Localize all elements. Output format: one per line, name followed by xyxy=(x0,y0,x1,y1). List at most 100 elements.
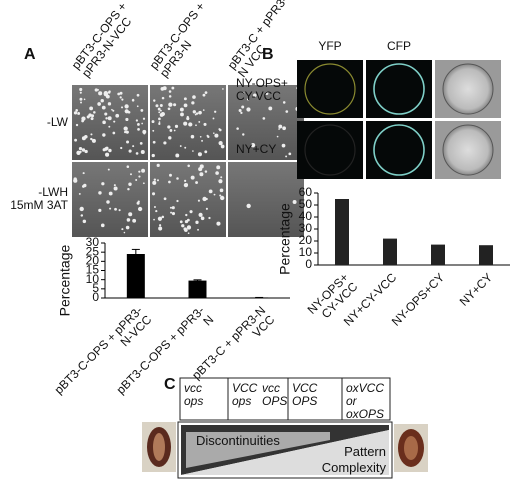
colony xyxy=(81,136,86,141)
colony xyxy=(83,98,86,101)
colony xyxy=(171,206,175,210)
colony xyxy=(192,110,197,114)
diagram-label: Pattern Complexity xyxy=(321,444,386,475)
colony xyxy=(265,91,269,96)
colony xyxy=(176,177,179,180)
colony xyxy=(219,194,222,197)
colony xyxy=(195,220,199,224)
colony xyxy=(278,124,283,129)
colony xyxy=(202,196,207,202)
plate-image xyxy=(72,162,148,237)
colony xyxy=(80,214,84,217)
colony xyxy=(137,123,140,126)
colony xyxy=(142,182,145,185)
colony xyxy=(292,200,297,205)
colony xyxy=(173,103,177,107)
colony xyxy=(139,142,143,145)
colony xyxy=(202,93,206,97)
plate-image xyxy=(150,162,226,237)
colony xyxy=(107,116,112,121)
colony xyxy=(187,232,190,234)
colony xyxy=(120,146,123,150)
colony xyxy=(75,123,79,127)
colony xyxy=(183,103,188,108)
colony xyxy=(153,206,156,209)
colony xyxy=(100,98,104,103)
colony xyxy=(281,143,286,148)
colony xyxy=(159,109,162,112)
colony xyxy=(141,168,146,173)
micrograph xyxy=(366,121,432,179)
cell-outline xyxy=(304,124,356,176)
colony xyxy=(151,153,155,158)
colony xyxy=(175,153,180,158)
colony xyxy=(120,106,124,109)
y-tick-label: 10 xyxy=(86,272,100,286)
cell-outline xyxy=(304,63,356,115)
micrograph xyxy=(297,60,363,118)
row-label: -LW xyxy=(46,115,68,129)
colony xyxy=(285,155,288,158)
colony xyxy=(153,218,155,221)
colony xyxy=(158,226,163,231)
colony xyxy=(89,106,94,111)
colony xyxy=(186,117,190,121)
colony xyxy=(222,88,224,90)
colony xyxy=(213,132,215,134)
colony xyxy=(250,143,256,148)
colony xyxy=(204,170,208,173)
y-tick-label: 5 xyxy=(92,281,99,295)
colony xyxy=(75,109,78,112)
colony xyxy=(137,127,140,131)
colony xyxy=(132,145,135,148)
colony xyxy=(171,86,175,90)
colony xyxy=(108,148,112,153)
colony xyxy=(84,149,88,154)
colony xyxy=(101,105,106,110)
colony xyxy=(179,107,184,112)
colony xyxy=(136,201,140,205)
plate-image xyxy=(72,85,148,160)
colony xyxy=(176,199,179,203)
colony xyxy=(90,133,93,136)
colony xyxy=(285,110,289,113)
bar xyxy=(188,280,207,298)
micrograph xyxy=(366,60,432,118)
colony xyxy=(179,220,183,224)
y-tick-label: 15 xyxy=(86,263,100,277)
colony xyxy=(203,122,207,126)
colony xyxy=(163,141,167,145)
colony xyxy=(108,191,113,196)
y-tick-label: 10 xyxy=(299,245,313,259)
colony xyxy=(268,106,273,111)
y-tick-label: 50 xyxy=(299,197,313,211)
colony xyxy=(214,110,217,113)
colony xyxy=(282,101,286,104)
colony xyxy=(195,181,198,184)
colony xyxy=(192,150,194,152)
pollen-image xyxy=(394,424,428,472)
colony xyxy=(106,200,110,204)
colony xyxy=(204,91,208,94)
colony xyxy=(102,148,106,152)
colony xyxy=(93,111,96,114)
colony xyxy=(199,172,204,177)
colony xyxy=(186,183,189,186)
colony xyxy=(79,91,82,94)
colony xyxy=(160,87,165,91)
colony xyxy=(169,173,172,177)
y-tick-label: 25 xyxy=(86,244,100,258)
colony xyxy=(113,184,116,187)
colony xyxy=(82,172,85,175)
colony xyxy=(107,91,111,94)
colony xyxy=(161,96,165,100)
colony xyxy=(153,178,157,181)
colony xyxy=(121,98,124,101)
colony xyxy=(212,117,215,120)
colony xyxy=(213,193,216,196)
colony xyxy=(126,218,131,222)
colony xyxy=(158,117,161,121)
colony xyxy=(91,138,96,143)
